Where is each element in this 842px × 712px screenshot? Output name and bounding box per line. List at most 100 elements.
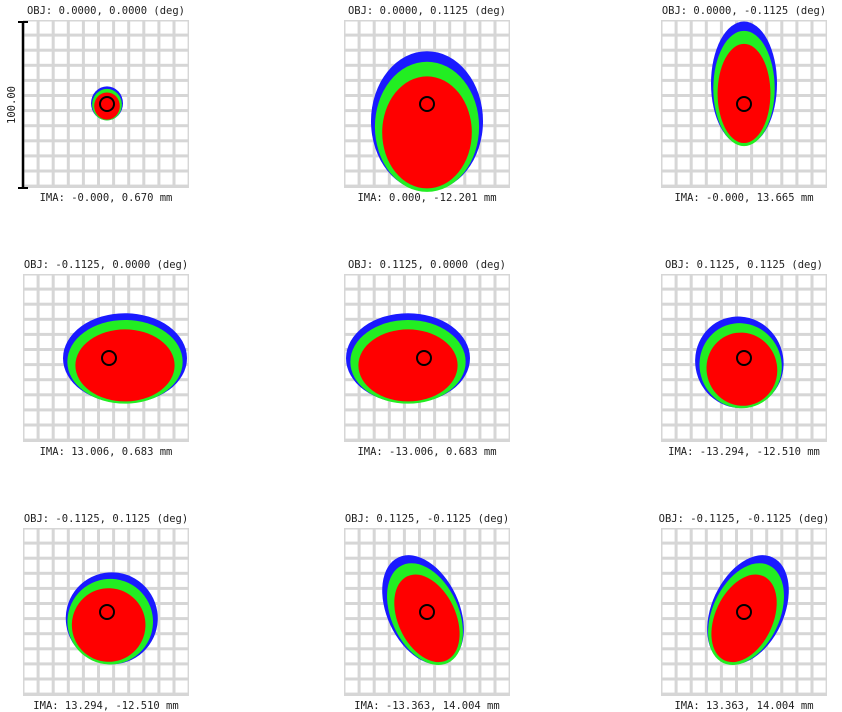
grid-cell <box>175 51 188 64</box>
grid-cell <box>405 680 418 693</box>
grid-cell <box>466 426 479 439</box>
grid-cell <box>813 97 826 110</box>
grid-cell <box>707 680 720 693</box>
grid-cell <box>707 275 720 288</box>
grid-cell <box>451 396 464 409</box>
grid-cell <box>24 81 37 94</box>
ima-label: IMA: -13.363, 14.004 mm <box>354 700 499 712</box>
obj-label: OBJ: 0.1125, -0.1125 (deg) <box>345 513 509 525</box>
grid-cell <box>375 411 388 424</box>
grid-cell <box>753 544 766 557</box>
grid-cell <box>813 305 826 318</box>
grid-cell <box>69 680 82 693</box>
grid-cell <box>24 36 37 49</box>
grid-cell <box>54 559 67 572</box>
grid-cell <box>481 396 494 409</box>
grid-cell <box>753 529 766 542</box>
grid-cell <box>375 172 388 185</box>
grid-cell <box>345 426 358 439</box>
grid-cell <box>130 36 143 49</box>
grid-cell <box>345 127 358 140</box>
grid-cell <box>175 21 188 34</box>
grid-cell <box>345 51 358 64</box>
grid-cell <box>345 574 358 587</box>
grid-cell <box>783 665 796 678</box>
grid-cell <box>160 142 173 155</box>
grid-cell <box>466 36 479 49</box>
grid-cell <box>692 559 705 572</box>
grid-cell <box>69 172 82 185</box>
grid-cell <box>466 529 479 542</box>
grid-cell <box>69 290 82 303</box>
grid-cell <box>798 680 811 693</box>
grid-cell <box>115 680 128 693</box>
grid-cell <box>813 650 826 663</box>
grid-cell <box>24 605 37 618</box>
grid-cell <box>100 529 113 542</box>
grid-cell <box>496 66 509 79</box>
grid-cell <box>54 574 67 587</box>
grid-cell <box>54 366 67 379</box>
grid-cell <box>69 529 82 542</box>
grid-cell <box>54 529 67 542</box>
grid-cell <box>662 366 675 379</box>
grid-cell <box>481 157 494 170</box>
airy-disk <box>419 96 435 112</box>
grid-cell <box>451 529 464 542</box>
grid-cell <box>738 411 751 424</box>
grid-cell <box>496 544 509 557</box>
grid-cell <box>677 650 690 663</box>
grid-cell <box>145 665 158 678</box>
grid-cell <box>753 665 766 678</box>
grid-cell <box>768 275 781 288</box>
grid-cell <box>84 396 97 409</box>
grid-cell <box>451 665 464 678</box>
grid-cell <box>783 381 796 394</box>
grid-cell <box>662 335 675 348</box>
grid-cell <box>390 650 403 663</box>
grid-cell <box>24 290 37 303</box>
grid-cell <box>84 127 97 140</box>
grid-cell <box>145 559 158 572</box>
grid-cell <box>466 381 479 394</box>
grid-cell <box>100 66 113 79</box>
ima-label: IMA: -0.000, 13.665 mm <box>674 192 813 204</box>
grid-cell <box>662 305 675 318</box>
grid-cell <box>39 544 52 557</box>
grid-cell <box>84 172 97 185</box>
grid-cell <box>753 172 766 185</box>
grid-cell <box>130 426 143 439</box>
grid-cell <box>130 81 143 94</box>
grid-cell <box>69 142 82 155</box>
grid-cell <box>798 320 811 333</box>
grid-cell <box>24 21 37 34</box>
grid-cell <box>481 81 494 94</box>
grid-cell <box>451 426 464 439</box>
grid-cell <box>405 21 418 34</box>
grid-cell <box>481 529 494 542</box>
grid-cell <box>783 142 796 155</box>
grid-cell <box>405 36 418 49</box>
grid-cell <box>466 320 479 333</box>
grid-cell <box>345 605 358 618</box>
grid-cell <box>496 620 509 633</box>
grid-cell <box>130 544 143 557</box>
grid-cell <box>692 411 705 424</box>
grid-cell <box>813 366 826 379</box>
grid-cell <box>768 680 781 693</box>
grid-cell <box>662 650 675 663</box>
grid-cell <box>798 290 811 303</box>
grid-cell <box>451 36 464 49</box>
grid-cell <box>496 112 509 125</box>
grid-cell <box>677 529 690 542</box>
grid-cell <box>496 635 509 648</box>
grid-cell <box>753 680 766 693</box>
spot <box>695 316 784 409</box>
grid-cell <box>24 66 37 79</box>
grid-cell <box>39 396 52 409</box>
grid-cell <box>798 51 811 64</box>
grid-cell <box>466 559 479 572</box>
grid-cell <box>130 97 143 110</box>
grid-cell <box>160 127 173 140</box>
grid-cell <box>677 544 690 557</box>
